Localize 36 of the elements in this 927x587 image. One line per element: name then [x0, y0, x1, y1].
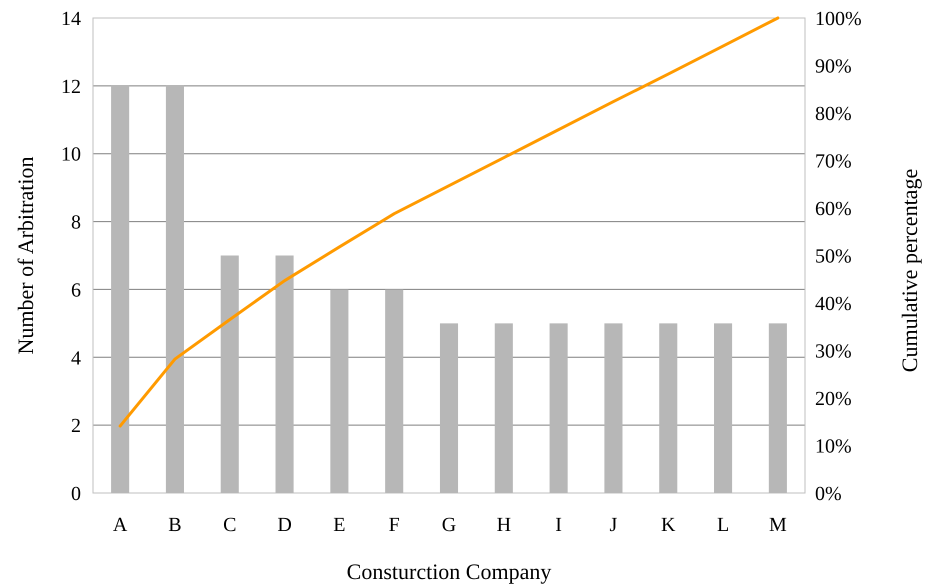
y2-tick-label: 100%	[815, 8, 862, 30]
y2-tick-label: 70%	[815, 150, 852, 172]
x-tick-label: G	[442, 514, 456, 536]
y2-tick-label: 60%	[815, 198, 852, 220]
x-tick-label: K	[661, 514, 676, 536]
x-tick-label: C	[223, 514, 236, 536]
x-tick-label: D	[277, 514, 292, 536]
y-tick-label: 2	[71, 415, 81, 438]
x-tick-label: M	[768, 514, 787, 536]
y2-tick-label: 50%	[815, 246, 852, 268]
y2-tick-label: 20%	[815, 388, 852, 410]
y2-tick-label: 90%	[815, 56, 852, 78]
y-axis-title: Number of Arbitration	[13, 156, 38, 354]
x-tick-label: A	[112, 514, 128, 536]
y-tick-label: 4	[71, 347, 81, 370]
x-axis-title: Consturction Company	[346, 559, 552, 584]
y2-tick-label: 10%	[815, 436, 852, 458]
x-tick-label: L	[716, 514, 730, 536]
y-tick-label: 6	[71, 279, 81, 302]
line-series	[118, 16, 780, 428]
x-tick-label: B	[168, 514, 182, 536]
y2-tick-label: 80%	[815, 103, 852, 125]
x-tick-label: H	[496, 514, 512, 536]
y2-tick-label: 40%	[815, 293, 852, 315]
x-tick-label: I	[555, 514, 562, 536]
y2-axis-title: Cumulative percentage	[897, 168, 922, 372]
y-tick-label: 14	[61, 8, 81, 30]
y-tick-label: 8	[71, 212, 81, 234]
y-tick-label: 10	[61, 144, 81, 166]
y2-tick-label: 0%	[815, 483, 842, 505]
y-tick-label: 12	[61, 76, 81, 98]
x-tick-label: J	[610, 514, 618, 536]
y2-tick-label: 30%	[815, 340, 852, 362]
x-tick-label: F	[388, 514, 400, 536]
x-tick-label: E	[333, 514, 346, 536]
y-tick-label: 0	[71, 483, 81, 505]
